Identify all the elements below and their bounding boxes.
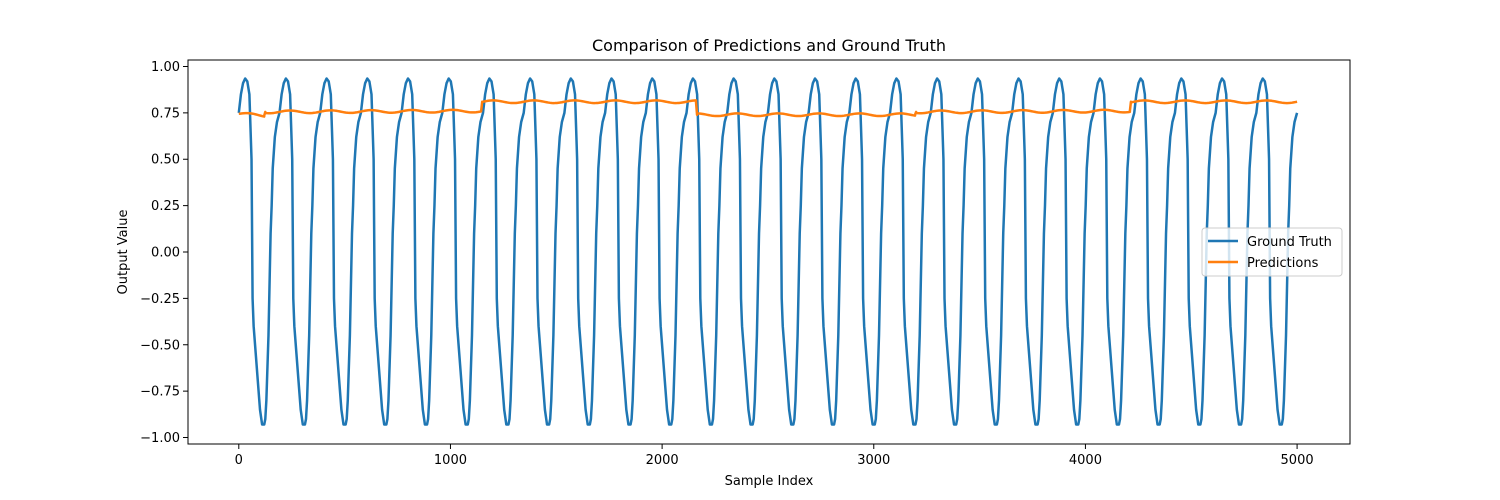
y-tick-label: 0.50 [151, 153, 180, 168]
x-axis-label: Sample Index [725, 474, 814, 489]
y-tick-label: −1.00 [140, 431, 180, 446]
y-axis: −1.00 −0.75 −0.50 −0.25 0.00 0.25 0.50 0.75 1.00 [140, 60, 188, 446]
y-tick-label: 0.00 [151, 246, 180, 261]
x-tick-label: 4000 [1069, 453, 1102, 468]
x-tick-label: 5000 [1281, 453, 1314, 468]
series-layer [237, 77, 1299, 426]
y-tick-label: 0.25 [151, 199, 180, 214]
y-tick-label: −0.75 [140, 385, 180, 400]
x-tick-label: 2000 [646, 453, 679, 468]
y-tick-label: 0.75 [151, 106, 180, 121]
legend-label-predictions: Predictions [1247, 256, 1319, 271]
y-tick-label: −0.50 [140, 338, 180, 353]
x-axis: 0 1000 2000 3000 4000 5000 [235, 444, 1314, 468]
x-tick-label: 1000 [434, 453, 467, 468]
series-line-ground-truth [237, 77, 1299, 426]
x-tick-label: 0 [235, 453, 243, 468]
y-axis-label: Output Value [116, 210, 131, 295]
y-tick-label: 1.00 [151, 60, 180, 75]
series-line-predictions [238, 99, 1298, 118]
plot-background [188, 60, 1350, 444]
y-tick-label: −0.25 [140, 292, 180, 307]
legend-label-ground-truth: Ground Truth [1247, 235, 1332, 250]
x-tick-label: 3000 [857, 453, 890, 468]
chart-title: Comparison of Predictions and Ground Tru… [592, 36, 946, 55]
legend: Ground Truth Predictions [1201, 227, 1343, 277]
